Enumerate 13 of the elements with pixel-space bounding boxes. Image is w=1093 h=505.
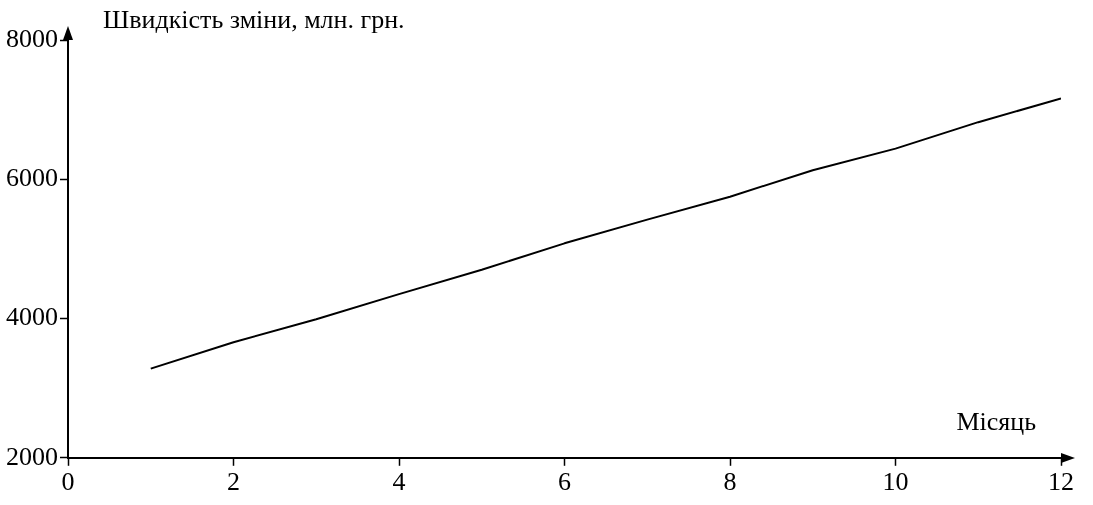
x-tick-label: 2 [227, 467, 240, 497]
x-tick-label: 12 [1048, 467, 1074, 497]
x-tick-label: 6 [558, 467, 571, 497]
y-tick-label: 8000 [6, 23, 58, 53]
x-tick-label: 8 [723, 467, 737, 497]
x-tick-label: 0 [61, 467, 75, 497]
y-tick-label: 2000 [6, 441, 58, 471]
y-tick-label: 4000 [6, 302, 58, 332]
x-tick-label: 10 [882, 467, 909, 497]
x-tick-label: 4 [392, 467, 406, 497]
y-axis-title: Швидкість зміни, млн. грн. [103, 5, 405, 34]
y-tick-label: 6000 [6, 163, 58, 193]
x-axis-title: Місяць [956, 406, 1037, 436]
